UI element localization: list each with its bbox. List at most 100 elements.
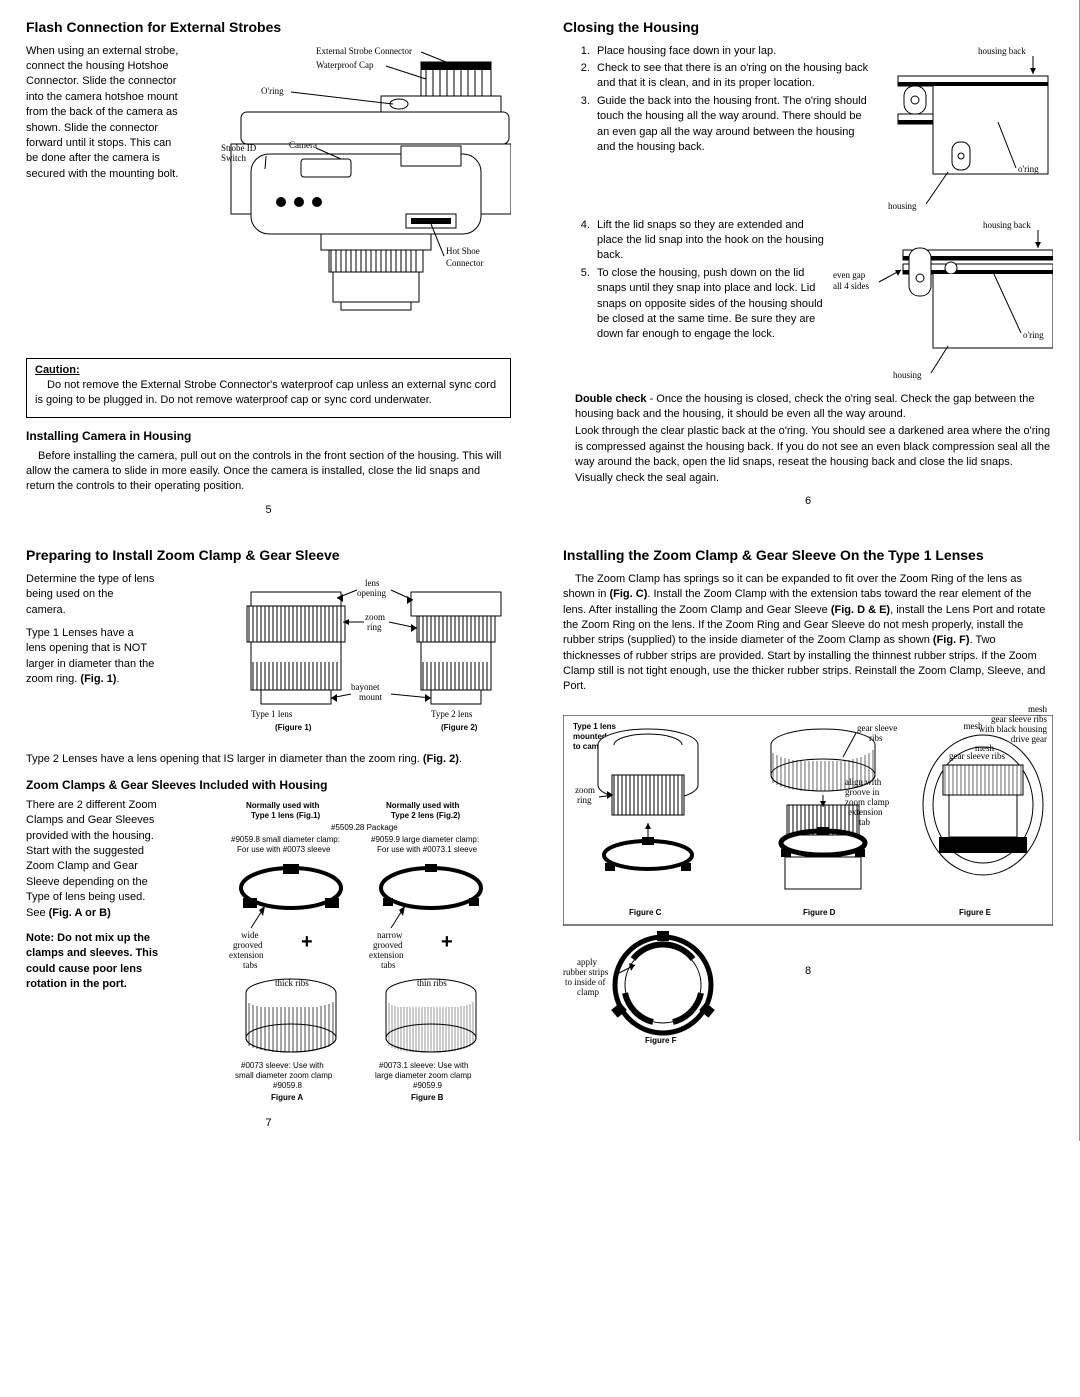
svg-text:gear sleeve: gear sleeve bbox=[857, 723, 897, 733]
double-check-2: Look through the clear plastic back at t… bbox=[563, 424, 1053, 486]
camera-diagram: External Strobe Connector Waterproof Cap… bbox=[221, 44, 511, 344]
svg-text:zoom: zoom bbox=[365, 612, 385, 622]
svg-text:gear sleeve ribs: gear sleeve ribs bbox=[949, 751, 1005, 761]
prep-p2: Type 1 Lenses have a lens opening that i… bbox=[26, 626, 156, 688]
svg-text:grooved: grooved bbox=[373, 940, 403, 950]
clamps-note: Note: Do not mix up the clamps and sleev… bbox=[26, 931, 161, 993]
svg-text:grooved: grooved bbox=[233, 940, 263, 950]
svg-text:ring: ring bbox=[367, 622, 382, 632]
svg-text:Type 1 lens: Type 1 lens bbox=[251, 709, 293, 719]
svg-text:thick ribs: thick ribs bbox=[275, 978, 309, 988]
svg-text:Figure D: Figure D bbox=[803, 908, 836, 917]
svg-text:Waterproof Cap: Waterproof Cap bbox=[316, 60, 374, 70]
svg-text:Type 1 lens (Fig.1): Type 1 lens (Fig.1) bbox=[251, 811, 321, 820]
page-7: Preparing to Install Zoom Clamp & Gear S… bbox=[0, 528, 537, 1141]
clamps-p4: There are 2 different Zoom Clamps and Ge… bbox=[26, 798, 161, 921]
lens-types-diagram: lens opening zoom ring bayonet mount Typ… bbox=[231, 572, 511, 752]
page-number-7: 7 bbox=[26, 1116, 511, 1131]
svg-text:align with: align with bbox=[845, 777, 882, 787]
svg-text:#0073 sleeve: Use with: #0073 sleeve: Use with bbox=[241, 1061, 324, 1070]
caution-label: Caution: bbox=[35, 364, 80, 376]
svg-text:rubber strips: rubber strips bbox=[563, 967, 609, 977]
page-5: Flash Connection for External Strobes bbox=[0, 0, 537, 528]
closing-title: Closing the Housing bbox=[563, 18, 1053, 38]
prep-p1: Determine the type of lens being used on… bbox=[26, 572, 156, 618]
svg-text:Normally used with: Normally used with bbox=[386, 801, 459, 810]
svg-text:wide: wide bbox=[241, 930, 259, 940]
svg-text:to inside of: to inside of bbox=[565, 977, 606, 987]
svg-text:#9059.8 small diameter clamp:: #9059.8 small diameter clamp: bbox=[231, 835, 340, 844]
svg-text:Hot Shoe: Hot Shoe bbox=[446, 246, 480, 256]
svg-text:bayonet: bayonet bbox=[351, 682, 380, 692]
svg-text:Type 2 lens (Fig.2): Type 2 lens (Fig.2) bbox=[391, 811, 461, 820]
svg-text:clamp: clamp bbox=[577, 987, 599, 997]
caution-box: Caution: Do not remove the External Stro… bbox=[26, 358, 511, 418]
svg-text:Figure A: Figure A bbox=[271, 1093, 303, 1102]
page-number-8: 8 bbox=[563, 964, 1053, 979]
svg-text:#9059.9 large diameter clamp:: #9059.9 large diameter clamp: bbox=[371, 835, 479, 844]
svg-text:housing back: housing back bbox=[983, 220, 1031, 230]
svg-text:housing back: housing back bbox=[978, 46, 1026, 56]
svg-text:zoom: zoom bbox=[575, 785, 595, 795]
svg-text:External Strobe Connector: External Strobe Connector bbox=[316, 46, 412, 56]
svg-text:+: + bbox=[441, 931, 453, 953]
svg-text:Switch: Switch bbox=[221, 153, 247, 163]
svg-text:groove in: groove in bbox=[845, 787, 880, 797]
svg-text:mount: mount bbox=[359, 692, 383, 702]
svg-text:extension: extension bbox=[369, 950, 404, 960]
svg-text:small diameter zoom clamp: small diameter zoom clamp bbox=[235, 1071, 333, 1080]
svg-text:extension: extension bbox=[848, 807, 883, 817]
svg-text:large diameter zoom clamp: large diameter zoom clamp bbox=[375, 1071, 472, 1080]
svg-text:thin ribs: thin ribs bbox=[417, 978, 447, 988]
svg-text:tabs: tabs bbox=[243, 960, 258, 970]
figure-row: Type 1 lens mounted to camera bbox=[563, 715, 1053, 1085]
clamps-title: Zoom Clamps & Gear Sleeves Included with… bbox=[26, 777, 511, 794]
page-8: Installing the Zoom Clamp & Gear Sleeve … bbox=[537, 528, 1080, 1141]
svg-text:o'ring: o'ring bbox=[1018, 164, 1039, 174]
housing-diagram-2: even gap all 4 sides housing back o'ring… bbox=[833, 218, 1053, 388]
svg-text:Connector: Connector bbox=[446, 258, 484, 268]
install-zoom-title: Installing the Zoom Clamp & Gear Sleeve … bbox=[563, 546, 1053, 566]
svg-text:#5509.28 Package: #5509.28 Package bbox=[331, 823, 398, 832]
svg-text:+: + bbox=[301, 931, 313, 953]
svg-text:housing: housing bbox=[888, 201, 917, 211]
svg-text:Strobe ID: Strobe ID bbox=[221, 143, 257, 153]
svg-text:For use with #0073 sleeve: For use with #0073 sleeve bbox=[237, 845, 331, 854]
svg-text:Camera: Camera bbox=[289, 140, 317, 150]
svg-text:tabs: tabs bbox=[381, 960, 396, 970]
svg-text:all 4 sides: all 4 sides bbox=[833, 281, 869, 291]
svg-text:o'ring: o'ring bbox=[1023, 330, 1044, 340]
caution-text: Do not remove the External Strobe Connec… bbox=[35, 378, 502, 409]
svg-text:#9059.8: #9059.8 bbox=[273, 1081, 302, 1090]
svg-text:Figure F: Figure F bbox=[645, 1036, 677, 1045]
svg-text:Figure C: Figure C bbox=[629, 908, 662, 917]
svg-text:apply: apply bbox=[577, 957, 597, 967]
svg-text:(Figure 1): (Figure 1) bbox=[275, 723, 312, 732]
svg-text:Type 2 lens: Type 2 lens bbox=[431, 709, 473, 719]
svg-text:#0073.1 sleeve: Use with: #0073.1 sleeve: Use with bbox=[379, 1061, 468, 1070]
svg-text:tab: tab bbox=[859, 817, 870, 827]
prep-p3: Type 2 Lenses have a lens opening that I… bbox=[26, 752, 511, 767]
page-6: Closing the Housing housing back o'ring … bbox=[537, 0, 1080, 528]
flash-title: Flash Connection for External Strobes bbox=[26, 18, 511, 38]
svg-text:Figure B: Figure B bbox=[411, 1093, 444, 1102]
svg-text:ring: ring bbox=[577, 795, 592, 805]
svg-text:opening: opening bbox=[357, 588, 386, 598]
install-zoom-p1: The Zoom Clamp has springs so it can be … bbox=[563, 572, 1053, 695]
svg-text:extension: extension bbox=[229, 950, 264, 960]
install-text: Before installing the camera, pull out o… bbox=[26, 449, 511, 495]
page-number-5: 5 bbox=[26, 503, 511, 518]
svg-text:Figure E: Figure E bbox=[959, 908, 992, 917]
prep-title: Preparing to Install Zoom Clamp & Gear S… bbox=[26, 546, 511, 566]
page-number-6: 6 bbox=[563, 494, 1053, 509]
svg-text:housing: housing bbox=[893, 370, 922, 380]
svg-text:Normally used with: Normally used with bbox=[246, 801, 319, 810]
flash-intro: When using an external strobe, connect t… bbox=[26, 44, 186, 183]
svg-text:#9059.9: #9059.9 bbox=[413, 1081, 442, 1090]
svg-text:ribs: ribs bbox=[869, 733, 883, 743]
svg-text:even gap: even gap bbox=[833, 270, 866, 280]
housing-diagram-1: housing back o'ring housing bbox=[878, 44, 1053, 214]
double-check: Double check - Once the housing is close… bbox=[563, 392, 1053, 423]
svg-text:Type 1 lens: Type 1 lens bbox=[573, 722, 617, 731]
svg-text:For use with #0073.1 sleeve: For use with #0073.1 sleeve bbox=[377, 845, 478, 854]
